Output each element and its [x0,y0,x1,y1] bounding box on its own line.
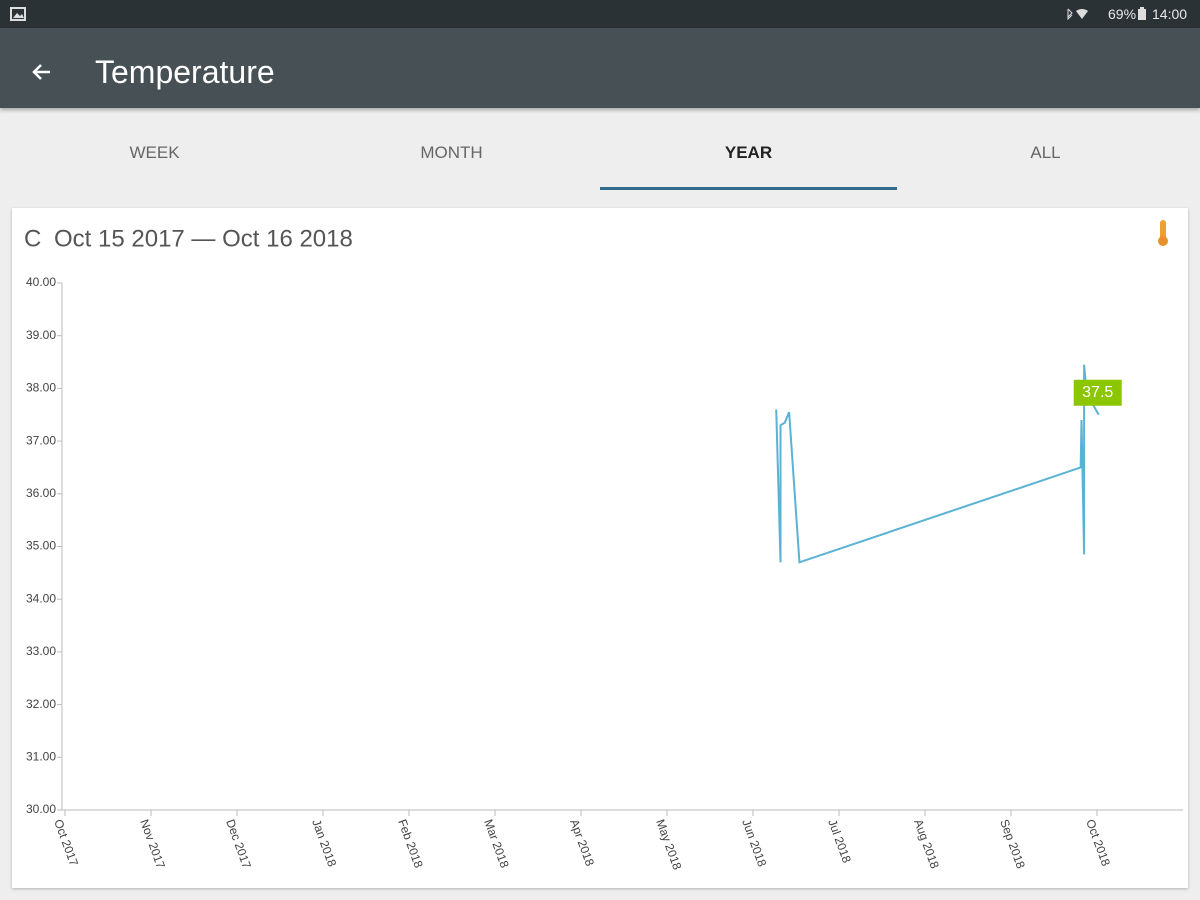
tab-label: WEEK [129,143,180,162]
x-tick-label: May 2018 [653,817,684,872]
tooltip: 37.5 [1082,384,1113,401]
chart-card: C Oct 15 2017 — Oct 16 2018 30.00 31.00 32… [12,208,1188,888]
y-tick-label: 34.00 [26,591,56,605]
tab-indicator [600,187,897,190]
y-tick-label: 33.00 [26,644,56,658]
app-title: Temperature [95,54,275,90]
x-tick-label: Aug 2018 [911,817,942,870]
y-tick-label: 32.00 [26,697,56,711]
tab-label: ALL [1030,143,1061,162]
tab[interactable]: MONTH [303,110,600,196]
tab[interactable]: ALL [897,110,1194,196]
signal-icons [1067,8,1088,21]
back-button[interactable] [30,60,54,84]
line [775,364,1100,564]
y-tick-label: 38.00 [26,381,56,395]
x-tick-label: Feb 2018 [395,817,426,870]
y-tick-label: 37.00 [26,433,56,447]
x-tick-label: Jul 2018 [825,817,854,865]
tab-bar: WEEK MONTH YEAR ALL [0,110,1200,196]
y-tick-label: 39.00 [26,328,56,342]
status-bar: 69% 14:00 [0,0,1200,28]
tab-label: MONTH [420,143,483,162]
x-tick-label: Jan 2018 [309,817,339,868]
tab[interactable]: WEEK [6,110,303,196]
tab-label: YEAR [724,143,773,162]
y-tick-label: 40.00 [26,275,56,289]
y-tick-label: 31.00 [26,749,56,763]
y-tick-label: 30.00 [26,802,56,816]
x-tick-label: Apr 2018 [567,817,597,868]
x-tick-label: Jun 2018 [739,817,769,868]
x-tick-label: Oct 2018 [1083,817,1113,868]
y-tick-label: 35.00 [26,539,56,553]
battery-level: 69% [1108,6,1137,22]
chart: C Oct 15 2017 — Oct 16 2018 30.00 31.00 32… [24,220,1183,872]
x-tick-label: Sep 2018 [997,817,1028,870]
y-tick-label: 36.00 [26,486,56,500]
x-tick-label: Dec 2017 [223,817,254,870]
app-bar: Temperature [0,28,1200,108]
gallery-icon [10,7,26,21]
tab[interactable]: YEAR [600,110,897,196]
clock: 14:00 [1152,6,1188,22]
thermometer-icon [1158,220,1168,246]
x-tick-label: Nov 2017 [137,817,168,870]
x-tick-label: Oct 2017 [51,817,81,868]
battery-icon [1138,7,1146,20]
chart-title: Oct 15 2017 — Oct 16 2018 [54,225,353,252]
chart-unit: C [24,225,41,252]
x-tick-label: Mar 2018 [481,817,512,870]
tooltip-box [1073,379,1122,406]
